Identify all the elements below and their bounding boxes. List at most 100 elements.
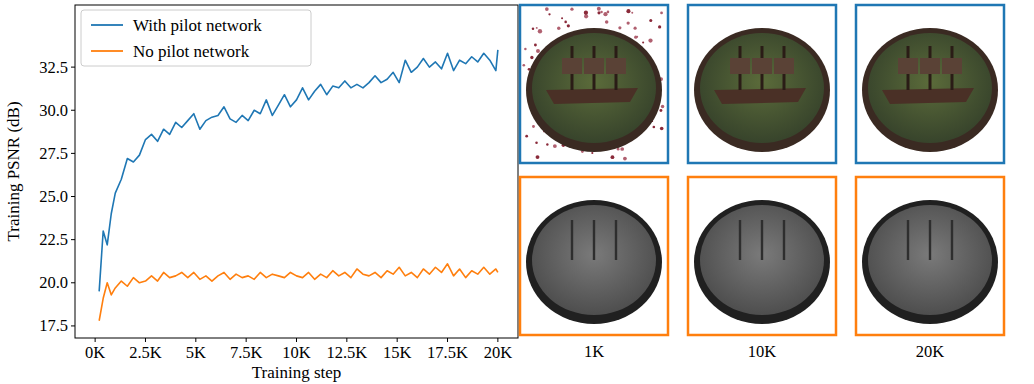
- noise-dot: [530, 56, 533, 59]
- noise-dot: [660, 127, 664, 131]
- thumbnail: [688, 177, 836, 335]
- ship-sail: [920, 58, 940, 74]
- y-tick-label: 17.5: [39, 316, 68, 335]
- surface: [868, 205, 992, 315]
- ship-mast: [615, 220, 617, 260]
- ship-mast: [907, 220, 909, 260]
- noise-dot: [623, 157, 627, 161]
- water: [868, 33, 992, 143]
- ship-hull: [882, 88, 974, 104]
- noise-dot: [548, 13, 550, 15]
- surface: [532, 205, 656, 315]
- noise-dot: [634, 36, 637, 39]
- thumb-label: 10K: [748, 342, 777, 361]
- thumb-border: [856, 5, 1004, 163]
- ship-mast: [951, 220, 953, 260]
- thumb-label: 1K: [584, 342, 604, 361]
- thumb-border: [520, 5, 668, 163]
- thumb-bg: [520, 5, 668, 163]
- noise-dot: [546, 143, 548, 145]
- figure: 17.520.022.525.027.530.032.50K2.5K5K7.5K…: [0, 0, 1034, 384]
- y-axis-label: Training PSNR (dB): [4, 101, 23, 241]
- y-tick: [71, 67, 75, 68]
- noise-dot: [627, 21, 630, 24]
- thumb-bg: [856, 5, 1004, 163]
- series-line: [99, 50, 498, 292]
- bowl-rim: [862, 200, 998, 324]
- legend: With pilot network No pilot network: [81, 10, 311, 66]
- ship-sail: [898, 58, 918, 74]
- water: [532, 33, 656, 143]
- x-tick-label: 12.5K: [326, 343, 367, 362]
- noise-dot: [600, 11, 602, 13]
- noise-dot: [597, 7, 601, 11]
- y-tick-label: 32.5: [39, 58, 68, 77]
- thumbnail: [856, 177, 1004, 335]
- noise-dot: [618, 26, 621, 29]
- x-tick-label: 5K: [186, 343, 206, 362]
- y-tick: [71, 196, 75, 197]
- axes-frame: [75, 5, 518, 338]
- x-tick: [346, 338, 347, 342]
- x-tick-label: 15K: [383, 343, 412, 362]
- ship-sail: [752, 58, 772, 74]
- x-tick: [246, 338, 247, 342]
- noise-dot: [591, 152, 593, 154]
- x-tick: [296, 338, 297, 342]
- ship-sail: [584, 58, 604, 74]
- legend-box: [81, 10, 311, 66]
- noise-dot: [653, 126, 656, 129]
- noise-dot: [648, 38, 652, 42]
- x-tick-label: 7.5K: [230, 343, 263, 362]
- y-tick-label: 20.0: [39, 273, 68, 292]
- y-tick-label: 22.5: [39, 230, 68, 249]
- thumb-border: [688, 5, 836, 163]
- noise-dot: [660, 12, 663, 15]
- ship-sail: [562, 58, 582, 74]
- series-line: [99, 264, 498, 321]
- x-tick: [497, 338, 498, 342]
- thumbnail: [856, 5, 1004, 163]
- x-tick-label: 10K: [282, 343, 311, 362]
- noise-dot: [532, 27, 535, 30]
- ship-mast: [593, 220, 595, 260]
- noise-dot: [570, 8, 573, 11]
- x-tick: [397, 338, 398, 342]
- x-tick: [447, 338, 448, 342]
- thumb-border: [688, 177, 836, 335]
- noise-dot: [649, 19, 652, 22]
- ship-mast: [761, 220, 763, 260]
- thumbnail: [520, 5, 668, 163]
- thumbnail: [520, 177, 668, 335]
- noise-dot: [561, 17, 563, 19]
- y-tick-label: 27.5: [39, 144, 68, 163]
- legend-label: No pilot network: [133, 42, 250, 61]
- ship-hull: [546, 88, 638, 104]
- thumb-label: 20K: [916, 342, 945, 361]
- noise-dot: [564, 21, 567, 24]
- noise-dot: [553, 144, 557, 148]
- noise-dot: [605, 20, 609, 24]
- y-tick: [71, 239, 75, 240]
- legend-swatch: [91, 50, 123, 52]
- ship-sail: [942, 58, 962, 74]
- noise-dot: [658, 25, 661, 28]
- water: [700, 33, 824, 143]
- noise-dot: [661, 105, 664, 108]
- noise-dot: [536, 49, 540, 53]
- noise-dot: [636, 36, 638, 38]
- x-axis-label: Training step: [252, 363, 342, 382]
- ship-mast: [571, 220, 573, 260]
- noise-dot: [545, 7, 549, 11]
- thumb-bg: [688, 177, 836, 335]
- bowl-rim: [862, 28, 998, 152]
- noise-dot: [534, 44, 537, 47]
- legend-swatch: [91, 24, 123, 26]
- noise-dot: [538, 29, 542, 33]
- legend-label: With pilot network: [133, 16, 262, 35]
- thumbnail: [688, 5, 836, 163]
- noise-dot: [611, 155, 615, 159]
- bowl-rim: [526, 28, 662, 152]
- thumb-bg: [520, 177, 668, 335]
- noise-dot: [597, 11, 600, 14]
